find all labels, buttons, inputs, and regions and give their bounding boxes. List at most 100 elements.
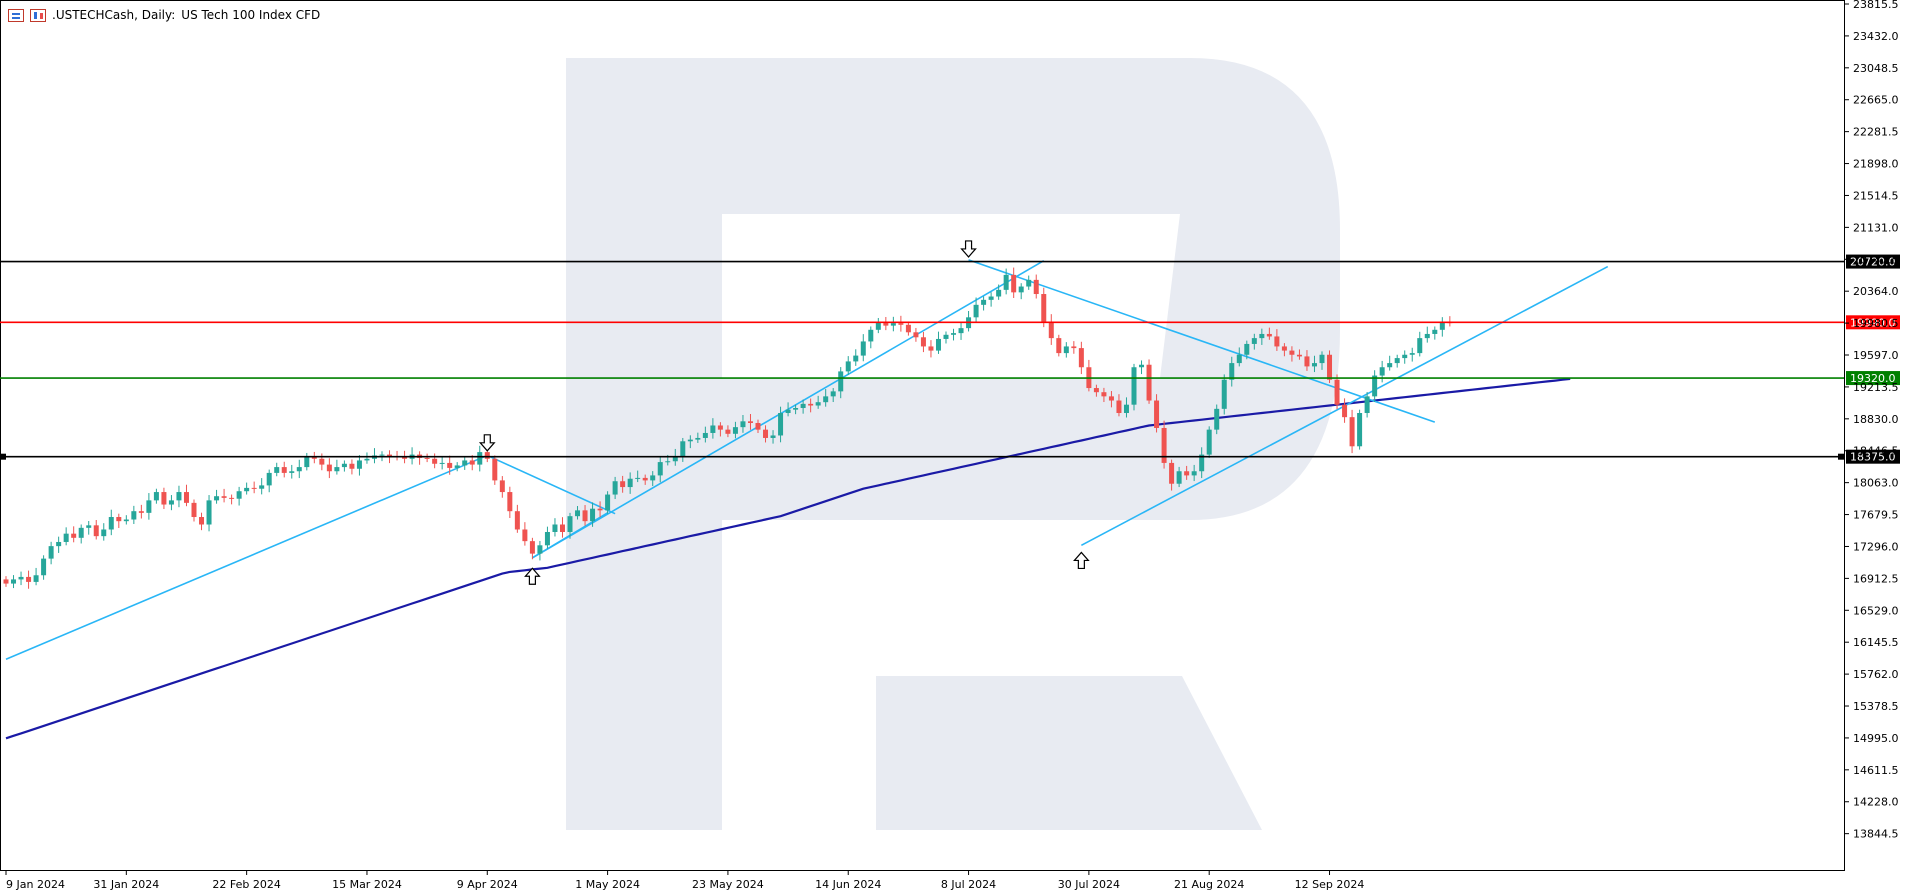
- candle[interactable]: [1379, 360, 1385, 383]
- candle[interactable]: [1026, 275, 1032, 290]
- candle[interactable]: [499, 476, 505, 498]
- candle[interactable]: [1364, 392, 1370, 418]
- candle[interactable]: [1251, 333, 1257, 350]
- candle[interactable]: [597, 501, 603, 518]
- candle[interactable]: [48, 541, 54, 565]
- candle[interactable]: [93, 520, 99, 540]
- candle[interactable]: [1221, 374, 1227, 415]
- candle[interactable]: [559, 517, 565, 538]
- candle[interactable]: [447, 455, 453, 475]
- candle[interactable]: [988, 292, 994, 307]
- candle[interactable]: [702, 426, 708, 443]
- candle[interactable]: [928, 340, 934, 358]
- candle[interactable]: [1206, 426, 1212, 458]
- candle[interactable]: [853, 349, 859, 366]
- candle[interactable]: [943, 331, 949, 344]
- candle[interactable]: [575, 506, 581, 520]
- candle[interactable]: [454, 462, 460, 472]
- candle[interactable]: [1274, 329, 1280, 351]
- candle[interactable]: [1236, 347, 1242, 367]
- candle[interactable]: [1146, 359, 1152, 404]
- candle[interactable]: [1116, 394, 1122, 417]
- candle[interactable]: [845, 356, 851, 375]
- candle[interactable]: [529, 537, 535, 560]
- candle[interactable]: [56, 536, 62, 553]
- candle[interactable]: [439, 456, 445, 470]
- candle[interactable]: [785, 402, 791, 417]
- candle[interactable]: [161, 487, 167, 510]
- candle[interactable]: [875, 317, 881, 334]
- candle[interactable]: [627, 472, 633, 494]
- candle[interactable]: [1281, 343, 1287, 357]
- candle[interactable]: [244, 482, 250, 495]
- candle[interactable]: [477, 445, 483, 472]
- candle[interactable]: [507, 486, 513, 519]
- candle[interactable]: [236, 486, 242, 506]
- candle[interactable]: [1161, 420, 1167, 469]
- candle[interactable]: [905, 321, 911, 336]
- candle[interactable]: [612, 476, 618, 500]
- candle[interactable]: [1154, 394, 1160, 433]
- candle[interactable]: [815, 395, 821, 409]
- candle[interactable]: [800, 399, 806, 414]
- arrow-up-icon[interactable]: [1073, 551, 1090, 570]
- candle[interactable]: [417, 451, 423, 465]
- candle[interactable]: [567, 512, 573, 539]
- candle[interactable]: [1394, 354, 1400, 368]
- candle[interactable]: [582, 505, 588, 526]
- candle[interactable]: [1199, 447, 1205, 479]
- candle[interactable]: [108, 509, 114, 536]
- candle[interactable]: [890, 316, 896, 332]
- candle[interactable]: [935, 331, 941, 354]
- candle[interactable]: [913, 327, 919, 342]
- candle[interactable]: [680, 437, 686, 462]
- candle[interactable]: [1447, 316, 1453, 327]
- arrow-up-icon[interactable]: [524, 567, 541, 585]
- candle[interactable]: [289, 464, 295, 479]
- candlestick-icon[interactable]: [30, 8, 46, 22]
- candle[interactable]: [522, 522, 528, 546]
- arrow-down-icon[interactable]: [478, 434, 496, 452]
- candle[interactable]: [1214, 404, 1220, 435]
- candle[interactable]: [251, 481, 257, 494]
- candle[interactable]: [1131, 363, 1137, 411]
- candle[interactable]: [1244, 340, 1250, 360]
- candle[interactable]: [1123, 397, 1129, 418]
- candle[interactable]: [1417, 331, 1423, 357]
- candle[interactable]: [341, 460, 347, 472]
- candle[interactable]: [717, 422, 723, 437]
- trendline[interactable]: [5, 454, 488, 661]
- candle[interactable]: [808, 398, 814, 413]
- candle[interactable]: [1311, 355, 1317, 373]
- candle[interactable]: [830, 388, 836, 403]
- price-axis[interactable]: 23815.5 23432.0 23048.5 22665.0 22281.5 21898…: [1844, 0, 1899, 841]
- candle[interactable]: [229, 494, 235, 505]
- candle[interactable]: [657, 456, 663, 483]
- candle[interactable]: [1056, 334, 1062, 357]
- candle[interactable]: [176, 485, 182, 508]
- candle[interactable]: [1387, 355, 1393, 371]
- candle[interactable]: [138, 504, 144, 519]
- candle[interactable]: [1229, 356, 1235, 387]
- candle[interactable]: [394, 450, 400, 461]
- candle[interactable]: [544, 526, 550, 549]
- candle[interactable]: [259, 478, 265, 495]
- candle[interactable]: [966, 310, 972, 332]
- candle[interactable]: [1349, 409, 1355, 454]
- candle[interactable]: [868, 326, 874, 349]
- candle[interactable]: [146, 493, 152, 520]
- candle[interactable]: [695, 432, 701, 443]
- candle[interactable]: [432, 453, 438, 469]
- candle[interactable]: [725, 425, 731, 438]
- candle[interactable]: [33, 567, 39, 586]
- candle[interactable]: [1372, 370, 1378, 403]
- candle[interactable]: [793, 404, 799, 415]
- candle[interactable]: [18, 571, 24, 586]
- candle[interactable]: [131, 505, 137, 525]
- candle[interactable]: [101, 523, 107, 541]
- candle[interactable]: [26, 570, 32, 589]
- candle[interactable]: [590, 502, 596, 527]
- candle[interactable]: [732, 421, 738, 439]
- candle[interactable]: [537, 540, 543, 561]
- candle[interactable]: [1041, 287, 1047, 328]
